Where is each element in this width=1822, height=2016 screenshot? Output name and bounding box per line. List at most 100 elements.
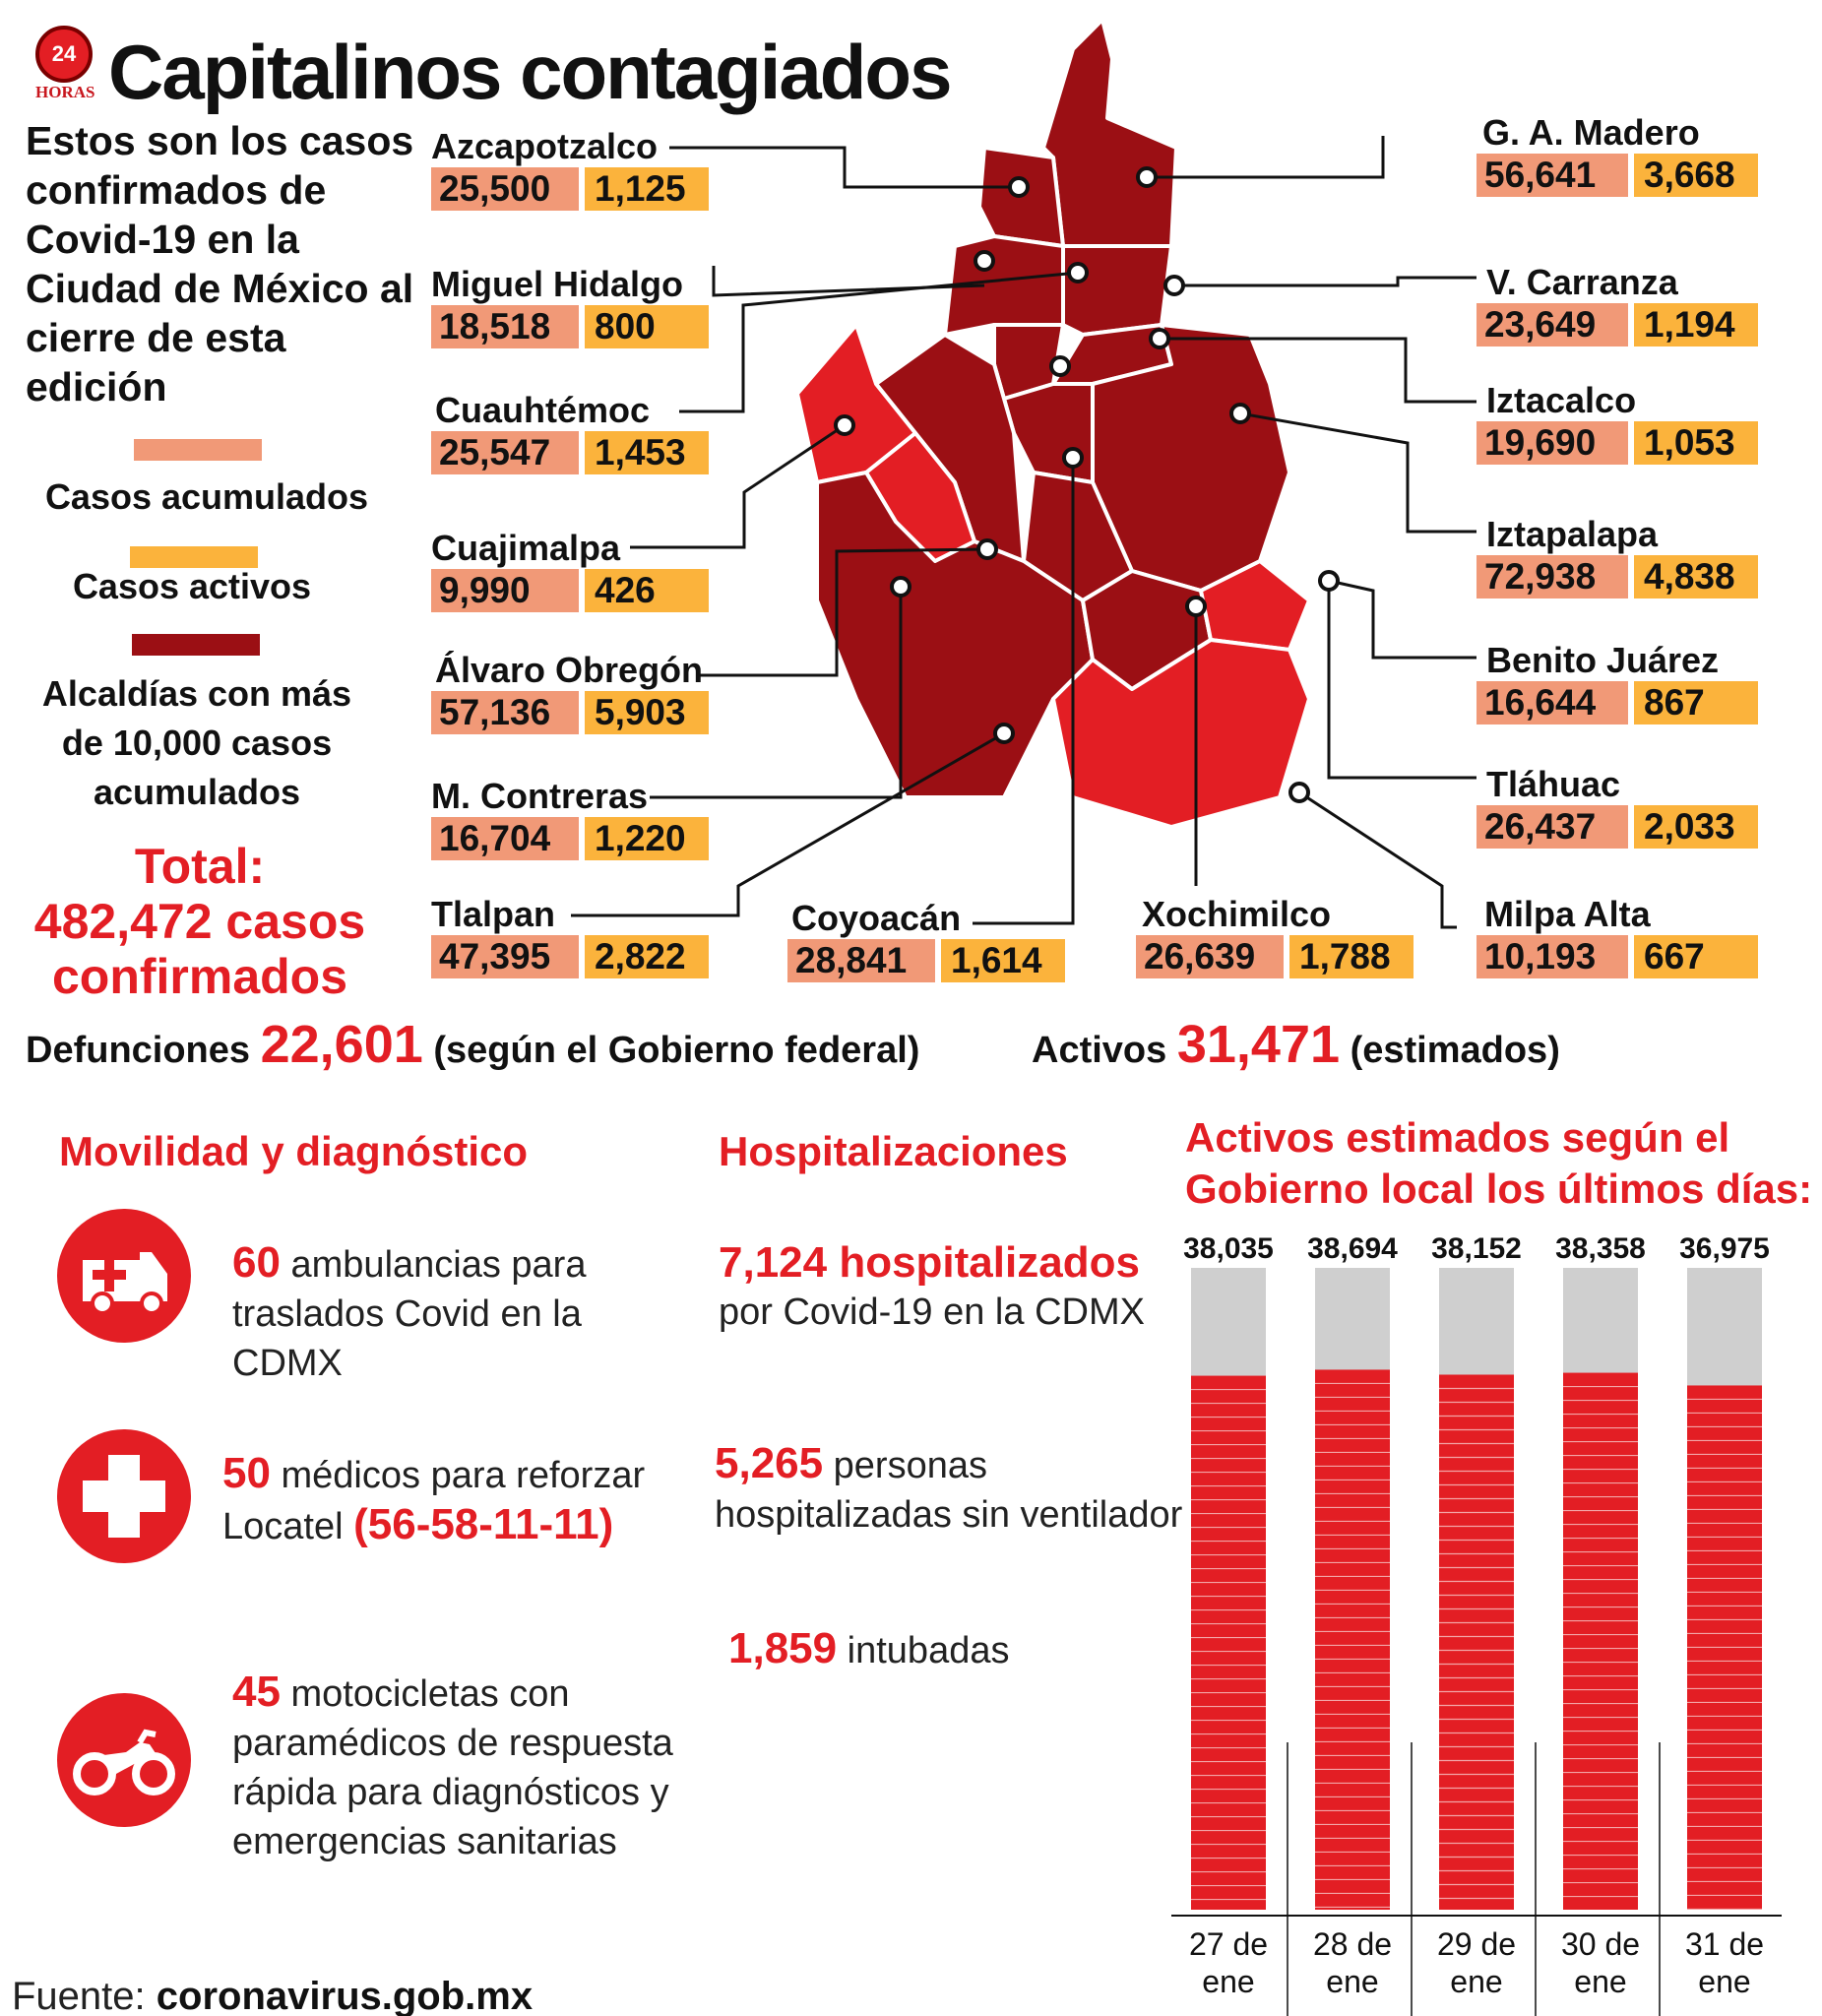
legend-label-active: Casos activos [72,566,312,606]
legend-swatch-over10k [132,634,260,656]
item-number: 7,124 hospitalizados [719,1238,1140,1287]
item-number: 60 [232,1238,281,1287]
active-value: 4,838 [1634,555,1758,598]
alcaldia-name: M. Contreras [431,776,649,816]
category-label: 29 de [1437,1926,1516,1962]
logo-badge: 24 [35,26,93,83]
deaths-value: 22,601 [260,1015,423,1074]
page-title: Capitalinos contagiados [108,29,952,115]
alcaldia-name: Coyoacán [791,898,962,938]
legend-label-over10k: Alcaldías con más de 10,000 casos acumul… [41,673,352,812]
accumulated-value: 26,639 [1136,935,1284,978]
map-region-gam [1041,18,1178,248]
alcaldia-box-tlahuac: Tláhuac 26,437 2,033 [1476,764,1758,849]
alcaldia-name: Tláhuac [1486,764,1621,804]
alcaldia-box-tlalpan: Tlalpan 47,395 2,822 [431,894,709,978]
category-label: 27 de [1189,1926,1268,1962]
alcaldia-box-v-carranza: V. Carranza 23,649 1,194 [1476,262,1758,346]
alcaldia-name: Álvaro Obregón [435,650,704,690]
active-value: 3,668 [1634,154,1758,197]
category-label: ene [1202,1964,1254,1999]
alcaldia-box-benito-juarez: Benito Juárez 16,644 867 [1476,640,1758,724]
chart-title: Activos estimados según el Gobierno loca… [1185,1114,1813,1212]
item-text: intubadas [837,1630,1010,1671]
active-value: 5,903 [585,691,709,734]
active-value: 1,053 [1634,421,1758,465]
hospital-title: Hospitalizaciones [719,1128,1068,1174]
cdmx-map [795,18,1311,829]
active-value: 1,125 [585,167,709,211]
alcaldia-box-miguel-hidalgo: Miguel Hidalgo 18,518 800 [431,264,709,348]
item-text: ambulancias para traslados Covid en la C… [232,1244,587,1384]
alcaldia-name: Cuajimalpa [431,528,621,568]
accumulated-value: 25,547 [431,431,579,474]
accumulated-value: 23,649 [1476,303,1628,346]
active-value: 2,033 [1634,805,1758,849]
accumulated-value: 56,641 [1476,154,1628,197]
legend-swatch-accumulated [134,439,262,461]
item-text: motocicletas con paramédicos de respuest… [232,1673,673,1862]
medical-cross-icon [57,1429,191,1563]
bar-value-label: 38,694 [1307,1232,1398,1265]
map-region-miguel-hidalgo [943,234,1065,337]
active-value: 1,220 [585,817,709,860]
source-value: coronavirus.gob.mx [156,1975,534,2016]
active-value: 867 [1634,681,1758,724]
active-note: (estimados) [1350,1030,1560,1071]
item-number: 50 [222,1449,271,1497]
alcaldia-box-cuauhtemoc: Cuauhtémoc 25,547 1,453 [431,390,709,474]
accumulated-value: 10,193 [1476,935,1628,978]
category-label: 31 de [1685,1926,1764,1962]
alcaldia-box-milpa-alta: Milpa Alta 10,193 667 [1476,894,1758,978]
accumulated-value: 18,518 [431,305,579,348]
active-value: 667 [1634,935,1758,978]
active-value: 1,453 [585,431,709,474]
motorcycle-icon [57,1693,191,1827]
alcaldia-name: Azcapotzalco [431,126,659,166]
logo-word: HORAS [35,83,95,101]
bar [1191,1375,1266,1910]
alcaldia-box-alvaro-obregon: Álvaro Obregón 57,136 5,903 [431,650,709,734]
alcaldia-box-azcapotzalco: Azcapotzalco 25,500 1,125 [431,126,709,211]
accumulated-value: 16,644 [1476,681,1628,724]
alcaldia-name: Benito Juárez [1486,640,1720,680]
alcaldia-name: Tlalpan [431,894,556,934]
category-label: ene [1450,1964,1502,1999]
accumulated-value: 25,500 [431,167,579,211]
accumulated-value: 57,136 [431,691,579,734]
total-cases: Total: 482,472 casos confirmados [18,839,382,1004]
bar-value-label: 38,152 [1431,1232,1522,1265]
alcaldia-box-gam: G. A. Madero 56,641 3,668 [1476,112,1758,197]
item-number: 5,265 [715,1439,824,1487]
bar-value-label: 36,975 [1679,1232,1770,1265]
bar-value-label: 38,035 [1183,1232,1274,1265]
intro-text: Estos son los casos confirmados de Covid… [26,118,414,410]
item-text: médicos para reforzar Locatel [222,1455,646,1547]
map-region-azcapotzalco [977,146,1065,248]
locatel-phone: (56-58-11-11) [353,1500,614,1548]
newspaper-logo: 24 HORAS [35,26,98,106]
hospital-item-intubated: 1,859 intubadas [728,1624,1122,1675]
deaths-label: Defunciones [26,1030,251,1071]
item-text: por Covid-19 en la CDMX [719,1292,1145,1333]
bar [1563,1372,1638,1910]
mobility-title: Movilidad y diagnóstico [59,1128,529,1174]
active-value: 1,788 [1289,935,1414,978]
mobility-item-doctors: 50 médicos para reforzar Locatel (56-58-… [222,1449,695,1551]
map-region-v-carranza [1061,244,1173,337]
active-value: 1,614 [941,939,1065,982]
deaths-note: (según el Gobierno federal) [433,1030,920,1071]
active-value: 800 [585,305,709,348]
alcaldia-box-iztapalapa: Iztapalapa 72,938 4,838 [1476,514,1758,598]
item-text: personas hospitalizadas sin ventilador [715,1445,1183,1536]
accumulated-value: 26,437 [1476,805,1628,849]
alcaldia-box-contreras: M. Contreras 16,704 1,220 [431,776,709,860]
total-line3: confirmados [51,949,348,1004]
active-value: 426 [585,569,709,612]
alcaldia-name: Xochimilco [1142,894,1332,934]
deaths-summary: Defunciones 22,601 (según el Gobierno fe… [26,1014,919,1075]
active-summary: Activos 31,471 (estimados) [1032,1014,1560,1075]
alcaldia-name: Cuauhtémoc [435,390,651,430]
map-region-milpa-alta [1051,638,1311,829]
